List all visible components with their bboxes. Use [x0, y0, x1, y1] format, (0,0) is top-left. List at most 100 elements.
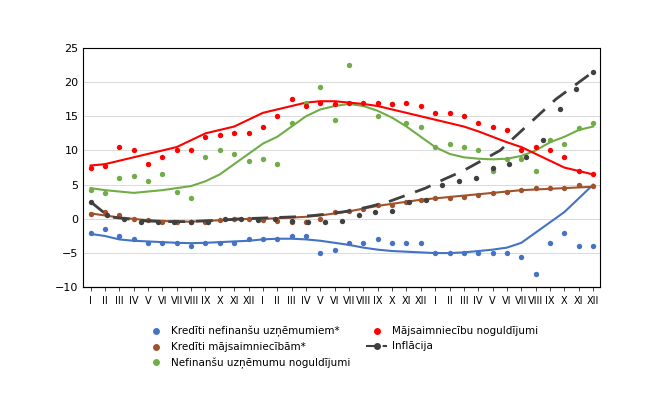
Point — [588, 69, 598, 75]
Point — [301, 219, 311, 225]
Point — [85, 164, 96, 171]
Point — [229, 216, 239, 222]
Point — [171, 188, 182, 195]
Point — [99, 209, 110, 215]
Point — [243, 158, 254, 164]
Point — [85, 199, 96, 205]
Point — [387, 240, 398, 246]
Point — [516, 187, 527, 194]
Point — [387, 101, 398, 107]
Point — [128, 173, 139, 180]
Point — [135, 219, 146, 225]
Point — [337, 218, 348, 224]
Point — [430, 195, 440, 201]
Point — [538, 137, 548, 143]
Point — [372, 236, 383, 243]
Point — [416, 103, 426, 109]
Point — [458, 113, 469, 119]
Point — [502, 156, 512, 162]
Point — [502, 127, 512, 133]
Point — [354, 212, 364, 219]
Point — [85, 187, 96, 194]
Point — [143, 217, 153, 223]
Point — [444, 195, 455, 201]
Point — [488, 168, 498, 174]
Point — [370, 209, 381, 215]
Point — [329, 247, 340, 253]
Point — [257, 123, 268, 130]
Point — [574, 182, 584, 188]
Point — [219, 216, 230, 222]
Point — [257, 156, 268, 162]
Point — [272, 218, 283, 224]
Point — [574, 125, 584, 131]
Point — [286, 120, 297, 126]
Point — [303, 219, 313, 225]
Point — [530, 271, 541, 277]
Point — [85, 229, 96, 236]
Point — [473, 147, 484, 154]
Point — [372, 202, 383, 208]
Point — [401, 120, 412, 126]
Point — [272, 236, 283, 243]
Point — [315, 250, 325, 256]
Point — [229, 151, 239, 157]
Point — [200, 240, 211, 246]
Point — [236, 216, 247, 222]
Point — [301, 233, 311, 239]
Point — [387, 207, 398, 214]
Point — [430, 250, 440, 256]
Point — [119, 216, 129, 222]
Point — [545, 240, 556, 246]
Point — [185, 219, 196, 225]
Point — [243, 216, 254, 222]
Point — [171, 219, 182, 225]
Point — [243, 236, 254, 243]
Point — [243, 130, 254, 136]
Point — [85, 211, 96, 217]
Point — [559, 154, 570, 160]
Point — [215, 147, 225, 154]
Point — [215, 240, 225, 246]
Point — [272, 161, 283, 167]
Point — [301, 99, 311, 106]
Point — [516, 147, 527, 154]
Point — [554, 106, 565, 113]
Point — [574, 168, 584, 174]
Point — [420, 197, 431, 203]
Point — [488, 164, 498, 171]
Point — [559, 140, 570, 147]
Point — [286, 233, 297, 239]
Point — [315, 99, 325, 106]
Point — [99, 226, 110, 232]
Legend: Kredīti nefinanšu uzņēmumiem*, Kredīti mājsaimniecībām*, Nefinanšu uzņēmumu nogu: Kredīti nefinanšu uzņēmumiem*, Kredīti m… — [141, 322, 543, 373]
Point — [588, 243, 598, 249]
Point — [143, 240, 153, 246]
Point — [344, 207, 354, 214]
Point — [200, 134, 211, 140]
Point — [171, 240, 182, 246]
Point — [430, 110, 440, 116]
Point — [114, 144, 125, 150]
Point — [504, 161, 515, 167]
Point — [329, 101, 340, 107]
Point — [253, 217, 263, 223]
Point — [358, 99, 369, 106]
Point — [458, 250, 469, 256]
Point — [128, 147, 139, 154]
Point — [358, 205, 369, 212]
Point — [473, 250, 484, 256]
Point — [185, 219, 196, 225]
Point — [114, 212, 125, 219]
Point — [200, 219, 211, 225]
Point — [286, 219, 297, 225]
Point — [488, 190, 498, 196]
Point — [559, 185, 570, 191]
Point — [458, 194, 469, 200]
Point — [588, 171, 598, 178]
Point — [344, 240, 354, 246]
Point — [114, 233, 125, 239]
Point — [437, 182, 448, 188]
Point — [215, 132, 225, 138]
Point — [143, 178, 153, 184]
